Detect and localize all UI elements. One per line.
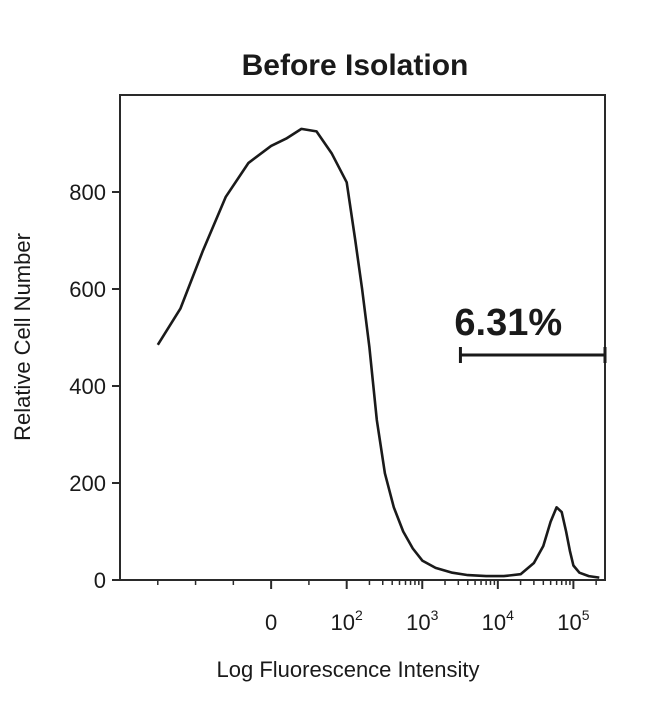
y-tick-label: 600: [69, 277, 106, 302]
x-tick-label: 104: [482, 607, 514, 635]
x-tick-label: 0: [265, 610, 277, 635]
histogram-line: [156, 127, 600, 579]
y-tick-label: 800: [69, 180, 106, 205]
x-tick-label: 103: [406, 607, 438, 635]
y-tick-label: 0: [94, 568, 106, 593]
x-tick-label: 102: [331, 607, 363, 635]
x-axis-label: Log Fluorescence Intensity: [217, 657, 480, 682]
plot-frame: [119, 94, 606, 581]
positive-gate: 6.31%: [454, 302, 607, 363]
y-axis-label: Relative Cell Number: [10, 233, 35, 441]
y-tick-label: 200: [69, 471, 106, 496]
gate-percentage-label: 6.31%: [454, 302, 562, 344]
chart-title: Before Isolation: [242, 49, 469, 82]
y-tick-label: 400: [69, 374, 106, 399]
x-tick-label: 105: [557, 607, 589, 635]
axis-ticks: 0 200 400 600 800 0 102 103 104 105: [69, 180, 597, 635]
